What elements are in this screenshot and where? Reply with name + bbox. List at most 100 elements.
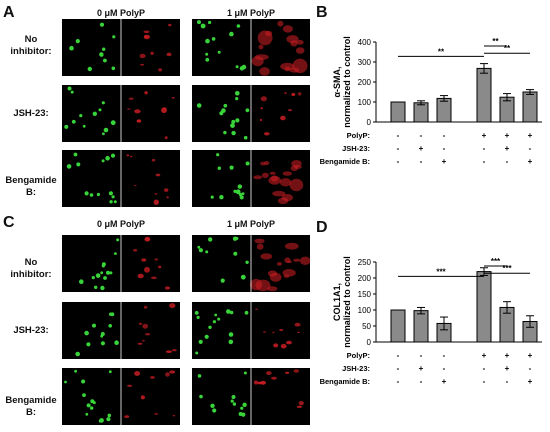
micrograph-image — [64, 368, 176, 425]
condition-sign: - — [483, 377, 486, 386]
micrograph-panel-c-r0-c1 — [192, 235, 310, 292]
y-axis-label-line: α-SMA, — [332, 66, 342, 97]
bar — [413, 310, 429, 343]
condition-sign: - — [443, 351, 446, 360]
micrograph-panel-a-r2-c0 — [62, 150, 180, 207]
condition-sign: - — [397, 131, 400, 140]
row-label-line: Bengamide B: — [5, 395, 57, 418]
condition-sign: + — [505, 351, 510, 360]
significance-label: ** — [492, 37, 499, 46]
condition-sign: - — [443, 131, 446, 140]
condition-sign: - — [443, 364, 446, 373]
bar — [390, 101, 406, 123]
panel-a-header-0: 0 μM PolyP — [96, 8, 146, 18]
y-tick-label: 0 — [367, 118, 372, 127]
micrograph-image — [197, 19, 308, 76]
condition-sign: - — [397, 364, 400, 373]
y-tick-label: 50 — [362, 322, 371, 331]
micrograph-image — [69, 19, 172, 76]
panel-letter-d: D — [316, 219, 328, 236]
bar — [476, 271, 492, 343]
row-label-line: JSH-23: — [13, 325, 49, 336]
row-label-line: inhibitor: — [10, 269, 52, 280]
condition-sign: + — [528, 377, 533, 386]
micrograph-image — [66, 150, 169, 207]
condition-sign: - — [397, 377, 400, 386]
condition-sign: + — [505, 131, 510, 140]
condition-sign: - — [529, 144, 532, 153]
condition-sign: + — [528, 157, 533, 166]
condition-row-label: PolyP: — [347, 131, 370, 140]
y-tick-label: 200 — [358, 274, 372, 283]
panel-letter-c: C — [3, 214, 15, 231]
micrograph-image — [197, 368, 304, 425]
micrograph-panel-c-r2-c0 — [62, 368, 180, 425]
y-tick-label: 200 — [358, 78, 372, 87]
condition-row-label: PolyP: — [347, 351, 370, 360]
row-label-line: inhibitor: — [10, 46, 52, 57]
condition-sign: + — [442, 157, 447, 166]
panel-c-row-label-bengamide: Bengamide B: — [0, 395, 62, 419]
condition-row-label: JSH-23: — [342, 364, 370, 373]
condition-sign: - — [529, 364, 532, 373]
micrograph-image — [64, 85, 175, 142]
panel-c-header-1: 1 μM PolyP — [226, 219, 276, 229]
condition-sign: - — [483, 144, 486, 153]
condition-sign: - — [420, 157, 423, 166]
micrograph-panel-a-r0-c1 — [192, 19, 310, 76]
y-axis-label-line: normalized to control — [342, 256, 352, 348]
chart-d: 0 50 100 150 200 250 COL1A1,normalized to cont… — [320, 256, 542, 386]
condition-sign: + — [482, 131, 487, 140]
y-axis-label: COL1A1,normalized to control — [332, 256, 352, 348]
row-label-line: JSH-23: — [13, 108, 49, 119]
condition-sign: + — [528, 351, 533, 360]
row-label-line: No — [24, 257, 38, 268]
micrograph-panel-c-r1-c1 — [192, 302, 310, 359]
bar — [522, 91, 538, 123]
condition-sign: - — [483, 364, 486, 373]
micrograph-image — [79, 235, 170, 292]
condition-sign: + — [482, 351, 487, 360]
y-tick-label: 100 — [358, 98, 372, 107]
micrograph-image — [210, 150, 304, 207]
panel-a-row-label-no-inhibitor: No inhibitor: — [0, 34, 62, 58]
condition-sign: - — [506, 377, 509, 386]
y-tick-label: 100 — [358, 306, 372, 315]
condition-sign: + — [419, 364, 424, 373]
micrograph-image — [75, 302, 177, 359]
condition-sign: - — [420, 351, 423, 360]
y-tick-label: 300 — [358, 58, 372, 67]
panel-c-row-label-jsh23: JSH-23: — [0, 325, 62, 337]
significance-label: *** — [436, 267, 446, 276]
y-axis-label-line: normalized to control — [342, 36, 352, 128]
chart-b: 0 100 200 300 400 α-SMA,normalized to control… — [320, 36, 542, 166]
panel-a-header-1: 1 μM PolyP — [226, 8, 276, 18]
micrograph-panel-a-r1-c1 — [192, 85, 310, 142]
micrograph-image — [196, 85, 302, 142]
micrograph-image — [197, 235, 310, 292]
y-tick-label: 400 — [358, 38, 372, 47]
row-label-line: Bengamide B: — [5, 175, 57, 198]
condition-sign: + — [528, 131, 533, 140]
bar — [476, 67, 492, 123]
micrograph-panel-c-r0-c0 — [62, 235, 180, 292]
y-tick-label: 150 — [358, 290, 372, 299]
micrograph-panel-c-r2-c1 — [192, 368, 310, 425]
condition-row-label: Bengamide B: — [320, 157, 370, 166]
y-tick-label: 250 — [358, 258, 372, 267]
significance-label: *** — [502, 264, 512, 273]
significance-label: ** — [438, 47, 445, 56]
micrograph-panel-a-r1-c0 — [62, 85, 180, 142]
micrograph-panel-a-r0-c0 — [62, 19, 180, 76]
micrograph-image — [194, 302, 301, 359]
condition-sign: + — [505, 364, 510, 373]
panel-a-row-label-jsh23: JSH-23: — [0, 108, 62, 120]
micrograph-panel-c-r1-c0 — [62, 302, 180, 359]
significance-label: ** — [504, 44, 511, 53]
condition-sign: + — [442, 377, 447, 386]
row-label-line: No — [24, 34, 38, 45]
bar — [390, 309, 406, 343]
bar — [413, 102, 429, 123]
condition-sign: - — [443, 144, 446, 153]
significance-label: *** — [491, 257, 501, 266]
